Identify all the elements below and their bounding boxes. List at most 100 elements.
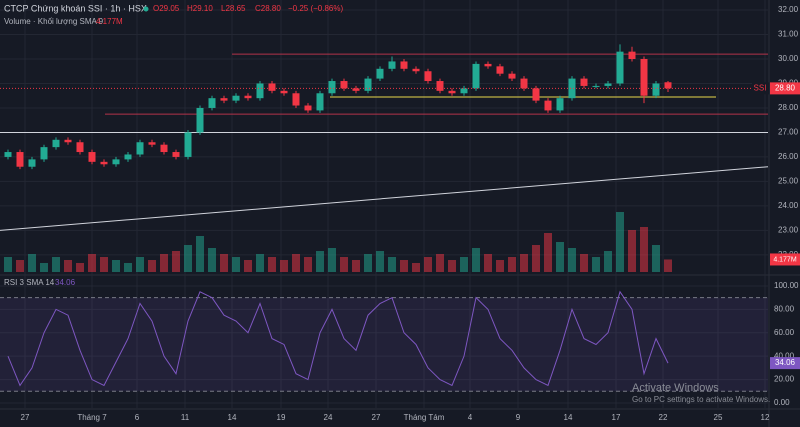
y-tick-label: 32.00 <box>778 5 799 14</box>
candle-body <box>652 83 660 96</box>
candle-body <box>616 51 624 84</box>
candle-body <box>220 98 228 101</box>
ohlc-value: −0.25 (−0.86%) <box>288 4 343 13</box>
volume-bar <box>664 259 672 272</box>
candle-body <box>436 81 444 91</box>
volume-bar <box>604 251 612 272</box>
volume-bar <box>4 257 12 272</box>
y-tick-label: 27.00 <box>778 128 799 137</box>
x-tick-label: Tháng Tám <box>404 413 445 422</box>
candle-body <box>460 88 468 94</box>
volume-bar <box>136 257 144 272</box>
volume-bar <box>268 257 276 272</box>
ohlc-value: O29.05 <box>153 4 180 13</box>
candle-body <box>16 152 24 167</box>
rsi-label-bg <box>770 357 800 370</box>
candle-body <box>340 81 348 89</box>
y-tick-label: 24.00 <box>778 201 799 210</box>
candle-body <box>268 83 276 91</box>
candle-body <box>100 161 108 165</box>
x-tick-label: 14 <box>564 413 573 422</box>
y-tick-label: 28.00 <box>778 103 799 112</box>
candle-body <box>52 139 60 148</box>
candle-body <box>424 71 432 82</box>
candle-body <box>76 142 84 153</box>
volume-bar <box>568 248 576 272</box>
candle-body <box>364 78 372 91</box>
candle-body <box>520 78 528 89</box>
x-tick-label: 6 <box>135 413 140 422</box>
candle-body <box>40 147 48 160</box>
rsi-tick-label: 60.00 <box>774 328 795 337</box>
volume-bar <box>28 254 36 272</box>
candle-body <box>484 63 492 67</box>
volume-bar <box>112 260 120 272</box>
volume-bar <box>40 263 48 272</box>
rsi-tick-label: 100.00 <box>774 281 799 290</box>
volume-bar <box>172 251 180 272</box>
volume-bar <box>244 260 252 272</box>
rsi-line <box>7 290 669 387</box>
x-tick-label: 11 <box>181 413 190 422</box>
candle-body <box>532 88 540 101</box>
candle-body <box>232 95 240 101</box>
rsi-tick-label: 0.00 <box>774 398 790 407</box>
volume-bar <box>376 251 384 272</box>
x-tick-label: 17 <box>612 413 621 422</box>
candle-body <box>280 90 288 94</box>
rsi-tick-label: 20.00 <box>774 375 795 384</box>
volume-bar <box>520 254 528 272</box>
candle-body <box>412 68 420 72</box>
volume-bar <box>16 260 24 272</box>
volume-bar <box>532 245 540 272</box>
volume-bar <box>592 257 600 272</box>
rsi-tick-label: 80.00 <box>774 304 795 313</box>
x-tick-label: 14 <box>228 413 237 422</box>
candle-body <box>568 78 576 99</box>
volume-label-bg <box>770 253 800 266</box>
candle-body <box>4 152 12 157</box>
candle-body <box>604 83 612 86</box>
y-tick-label: 23.00 <box>778 225 799 234</box>
x-tick-label: 22 <box>659 413 668 422</box>
x-tick-label: 24 <box>324 413 333 422</box>
candle-body <box>148 142 156 145</box>
x-tick-label: 27 <box>21 413 30 422</box>
x-tick-label: 4 <box>468 413 473 422</box>
volume-bar <box>292 254 300 272</box>
candle-body <box>508 73 516 79</box>
x-tick-label: 9 <box>516 413 521 422</box>
status-dot <box>143 6 149 12</box>
candle-body <box>172 152 180 157</box>
volume-bar <box>652 245 660 272</box>
volume-bar <box>436 254 444 272</box>
x-tick-label: 12 <box>761 413 770 422</box>
volume-bar <box>328 248 336 272</box>
symbol-label: SSI <box>754 83 767 92</box>
last-price-label: 28.80 <box>775 83 796 92</box>
ohlc-value: C28.80 <box>255 4 281 13</box>
rsi-value: 34.06 <box>55 278 76 287</box>
candle-body <box>292 93 300 106</box>
volume-bar <box>388 257 396 272</box>
candle-body <box>640 59 648 96</box>
candle-body <box>184 132 192 157</box>
candle-body <box>664 82 672 89</box>
candle-body <box>328 81 336 94</box>
volume-bar <box>340 257 348 272</box>
volume-bar <box>484 254 492 272</box>
rsi-tick-label: 40.00 <box>774 351 795 360</box>
candle-body <box>544 100 552 111</box>
volume-bar <box>616 212 624 272</box>
rsi-title: RSI 3 SMA 14 <box>4 278 55 287</box>
candle-body <box>316 93 324 111</box>
symbol-title: CTCP Chứng khoán SSI · 1h · HSX <box>4 3 147 13</box>
candle-body <box>556 98 564 111</box>
volume-bar <box>580 254 588 272</box>
volume-bar <box>196 236 204 272</box>
x-tick-label: Tháng 7 <box>77 413 107 422</box>
x-tick-label: 19 <box>277 413 286 422</box>
volume-bar <box>52 257 60 272</box>
ohlc-value: H29.10 <box>187 4 213 13</box>
